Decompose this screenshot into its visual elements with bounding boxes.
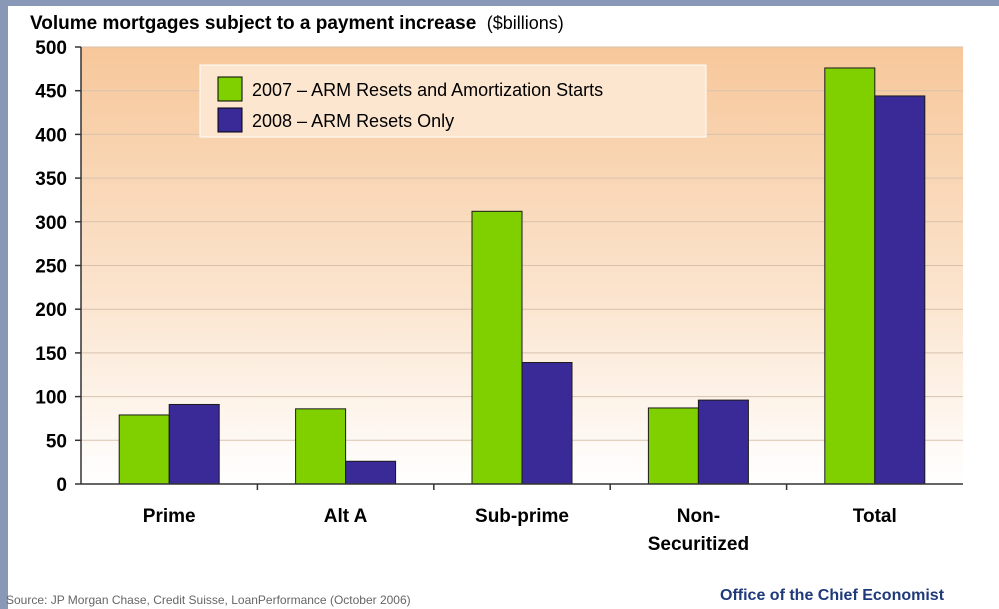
y-tick-label: 50 xyxy=(46,431,67,452)
y-tick-label: 300 xyxy=(35,213,67,234)
x-tick-label: Total xyxy=(853,506,897,527)
y-axis-ticks: 0 50 100 150 200 250 300 350 400 450 500 xyxy=(35,38,81,496)
y-tick-label: 200 xyxy=(35,300,67,321)
bars xyxy=(118,67,926,485)
x-tick-label: Securitized xyxy=(648,534,749,555)
legend-box xyxy=(199,64,707,138)
bar-2008 xyxy=(345,460,397,485)
bar-2007 xyxy=(824,67,876,485)
bar-2007 xyxy=(647,407,699,485)
legend-label-2008: 2008 – ARM Resets Only xyxy=(252,111,454,131)
bar-2007 xyxy=(295,408,347,485)
legend-swatch-2008 xyxy=(217,107,243,133)
y-tick-label: 350 xyxy=(35,169,67,190)
y-tick-label: 450 xyxy=(35,82,67,103)
chart-title-main: Volume mortgages subject to a payment in… xyxy=(30,13,476,34)
y-tick-label: 0 xyxy=(56,475,67,496)
bar-2007 xyxy=(118,414,170,485)
x-tick-label: Sub-prime xyxy=(475,506,569,527)
legend-label-2007: 2007 – ARM Resets and Amortization Start… xyxy=(252,80,603,100)
x-tick-label: Prime xyxy=(143,506,196,527)
y-tick-label: 150 xyxy=(35,344,67,365)
y-tick-label: 250 xyxy=(35,257,67,278)
legend: 2007 – ARM Resets and Amortization Start… xyxy=(199,64,707,138)
bar-2007 xyxy=(471,210,523,485)
bar-2008 xyxy=(874,95,926,485)
legend-swatch-2007 xyxy=(217,76,243,102)
source-note: Source: JP Morgan Chase, Credit Suisse, … xyxy=(6,593,411,607)
y-tick-label: 500 xyxy=(35,38,67,59)
slide-left-border xyxy=(0,0,8,609)
bar-2008 xyxy=(168,403,220,485)
chart-title-unit: ($billions) xyxy=(487,13,564,33)
chart-title: Volume mortgages subject to a payment in… xyxy=(30,13,564,34)
bar-2008 xyxy=(697,399,749,485)
x-axis-labels: Prime Alt A Sub-prime Non- Securitized Total xyxy=(143,484,897,555)
bar-2008 xyxy=(521,362,573,485)
office-credit: Office of the Chief Economist xyxy=(720,587,945,604)
y-tick-label: 100 xyxy=(35,388,67,409)
x-tick-label: Non- xyxy=(677,506,720,527)
slide-top-border xyxy=(8,0,999,6)
y-tick-label: 400 xyxy=(35,125,67,146)
x-tick-label: Alt A xyxy=(324,506,368,527)
